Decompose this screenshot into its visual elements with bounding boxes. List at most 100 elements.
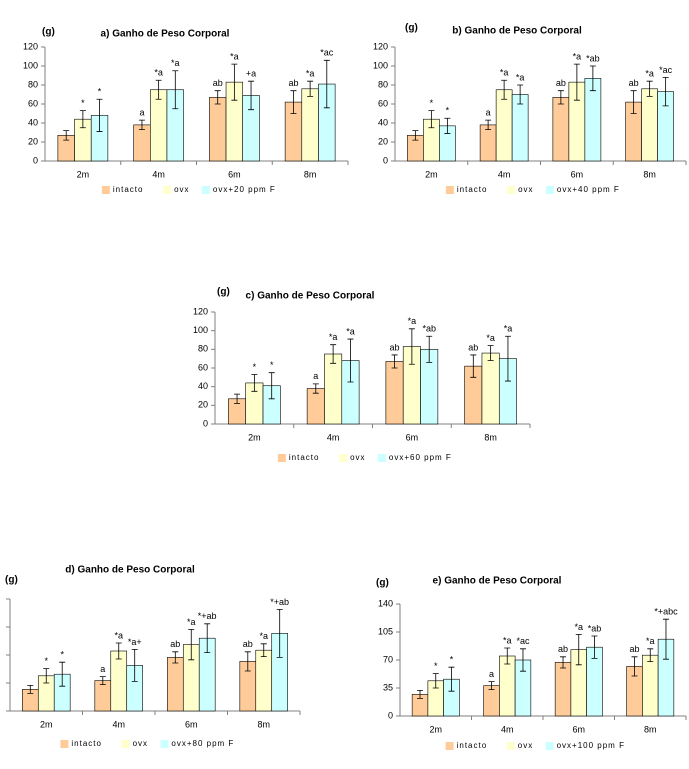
- y-axis-label: (g): [217, 287, 230, 298]
- legend-label: intacto: [457, 185, 488, 194]
- legend-label: intacto: [71, 739, 102, 748]
- legend-swatch: [60, 740, 69, 748]
- legend-swatch: [121, 740, 130, 748]
- annotation: a: [486, 108, 491, 118]
- legend-label: ovx: [518, 741, 533, 750]
- legend-swatch: [445, 742, 454, 750]
- y-tick-label: 60: [28, 98, 38, 108]
- error-bar: [251, 374, 258, 392]
- chart-title: a) Ganho de Peso Corporal: [101, 29, 230, 40]
- bar: [133, 124, 151, 162]
- annotation: *: [450, 655, 454, 665]
- error-bar: [504, 335, 511, 382]
- legend-swatch: [545, 742, 554, 750]
- x-tick-label: 4m: [112, 719, 125, 729]
- y-tick-label: 0: [203, 418, 208, 428]
- annotation: *a: [171, 58, 180, 68]
- error-bar: [504, 647, 511, 665]
- annotation: *a: [516, 72, 525, 82]
- chart-title: c) Ganho de Peso Corporal: [246, 291, 375, 302]
- y-tick-label: 0: [388, 710, 393, 720]
- y-tick-label: 140: [378, 598, 393, 608]
- error-bar: [662, 77, 669, 107]
- annotation: *: [253, 362, 257, 372]
- error-bar: [412, 130, 419, 141]
- bar: [149, 89, 168, 162]
- error-bar: [204, 623, 211, 653]
- annotation: *+ab: [198, 611, 217, 621]
- error-bar: [488, 681, 495, 690]
- error-bar: [138, 119, 145, 131]
- x-tick-label: 2m: [425, 169, 438, 179]
- y-tick-label: 40: [198, 381, 208, 391]
- y-tick-label: 100: [23, 60, 38, 70]
- error-bar: [417, 690, 424, 699]
- bar: [324, 353, 343, 425]
- bar: [495, 89, 513, 162]
- error-bar: [426, 335, 433, 363]
- annotation: a: [313, 371, 318, 381]
- y-tick-label: 120: [373, 41, 388, 51]
- legend-label: intacto: [289, 453, 320, 462]
- x-tick-label: 8m: [644, 724, 657, 734]
- y-tick-label: 20: [198, 400, 208, 410]
- y-tick-label: 40: [378, 117, 388, 127]
- x-tick-label: 2m: [429, 724, 442, 734]
- x-tick-label: 4m: [498, 169, 511, 179]
- annotation: *ac: [516, 636, 530, 646]
- y-tick-label: 80: [378, 79, 388, 89]
- y-tick-label: 105: [378, 626, 393, 636]
- annotation: ab: [390, 342, 400, 352]
- x-tick-label: 2m: [77, 169, 90, 179]
- annotation: *ab: [422, 324, 436, 334]
- error-bar: [647, 648, 654, 662]
- annotation: ab: [468, 342, 478, 352]
- legend-label: intacto: [457, 741, 488, 750]
- error-bar: [575, 634, 582, 666]
- y-tick-label: 100: [373, 60, 388, 70]
- y-tick-label: 120: [23, 41, 38, 51]
- x-tick-label: 6m: [406, 432, 419, 442]
- annotation: *+ab: [270, 597, 289, 607]
- error-bar: [59, 661, 66, 687]
- x-tick-label: 8m: [484, 432, 497, 442]
- error-bar: [487, 345, 494, 361]
- annotation: ab: [629, 78, 639, 88]
- annotation: +a: [246, 69, 256, 79]
- x-tick-label: 6m: [571, 169, 584, 179]
- error-bar: [432, 673, 439, 689]
- annotation: *a: [230, 51, 239, 61]
- annotation: *a: [573, 51, 582, 61]
- error-bar: [248, 80, 255, 111]
- legend-swatch: [506, 742, 515, 750]
- y-tick-label: 0: [383, 155, 388, 165]
- x-tick-label: 6m: [228, 169, 241, 179]
- bar: [94, 680, 112, 712]
- error-bar: [96, 98, 103, 132]
- annotation: a: [100, 664, 105, 674]
- error-bar: [470, 354, 477, 378]
- annotation: ab: [213, 78, 223, 88]
- error-bar: [557, 90, 564, 105]
- legend-label: ovx: [174, 185, 189, 194]
- x-tick-label: 4m: [327, 432, 340, 442]
- annotation: ab: [630, 644, 640, 654]
- x-tick-label: 8m: [257, 719, 270, 729]
- y-axis-label: (g): [376, 578, 389, 589]
- annotation: *: [446, 106, 450, 116]
- annotation: ab: [288, 78, 298, 88]
- bar: [255, 649, 273, 712]
- error-bar: [307, 80, 314, 97]
- error-bar: [662, 618, 669, 660]
- bar: [554, 662, 572, 717]
- error-bar: [485, 119, 492, 131]
- y-tick-label: 80: [198, 344, 208, 354]
- y-tick-label: 60: [378, 98, 388, 108]
- legend-swatch: [339, 454, 348, 462]
- error-bar: [155, 79, 162, 100]
- error-bar: [214, 90, 221, 105]
- error-bar: [589, 65, 596, 92]
- legend-swatch: [101, 186, 110, 194]
- legend-swatch: [160, 740, 169, 748]
